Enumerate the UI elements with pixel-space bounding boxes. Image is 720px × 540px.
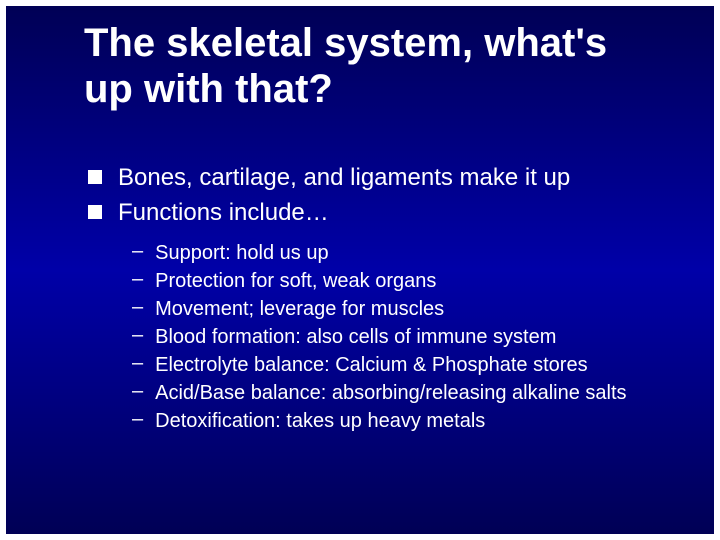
square-bullet-icon — [88, 170, 102, 184]
sub-bullet-text: Detoxification: takes up heavy metals — [155, 408, 485, 434]
slide-title: The skeletal system, what's up with that… — [84, 20, 644, 112]
dash-bullet-icon: – — [132, 408, 143, 431]
bullet-text: Bones, cartilage, and ligaments make it … — [118, 162, 570, 193]
sub-bullet-item: – Acid/Base balance: absorbing/releasing… — [132, 380, 678, 406]
dash-bullet-icon: – — [132, 268, 143, 291]
dash-bullet-icon: – — [132, 324, 143, 347]
sub-bullet-item: – Electrolyte balance: Calcium & Phospha… — [132, 352, 678, 378]
sub-bullet-text: Protection for soft, weak organs — [155, 268, 436, 294]
dash-bullet-icon: – — [132, 380, 143, 403]
sub-bullet-item: – Blood formation: also cells of immune … — [132, 324, 678, 350]
sub-bullet-text: Movement; leverage for muscles — [155, 296, 444, 322]
dash-bullet-icon: – — [132, 240, 143, 263]
square-bullet-icon — [88, 205, 102, 219]
sub-bullet-text: Electrolyte balance: Calcium & Phosphate… — [155, 352, 587, 378]
slide: The skeletal system, what's up with that… — [6, 6, 714, 534]
sub-bullet-text: Support: hold us up — [155, 240, 328, 266]
slide-body: Bones, cartilage, and ligaments make it … — [88, 162, 678, 436]
sub-bullet-text: Blood formation: also cells of immune sy… — [155, 324, 556, 350]
sub-bullet-item: – Movement; leverage for muscles — [132, 296, 678, 322]
sub-bullet-text: Acid/Base balance: absorbing/releasing a… — [155, 380, 626, 406]
sub-bullet-item: – Protection for soft, weak organs — [132, 268, 678, 294]
dash-bullet-icon: – — [132, 352, 143, 375]
sub-bullet-list: – Support: hold us up – Protection for s… — [132, 240, 678, 434]
sub-bullet-item: – Detoxification: takes up heavy metals — [132, 408, 678, 434]
bullet-text: Functions include… — [118, 197, 329, 228]
bullet-item: Bones, cartilage, and ligaments make it … — [88, 162, 678, 193]
dash-bullet-icon: – — [132, 296, 143, 319]
bullet-item: Functions include… — [88, 197, 678, 228]
sub-bullet-item: – Support: hold us up — [132, 240, 678, 266]
